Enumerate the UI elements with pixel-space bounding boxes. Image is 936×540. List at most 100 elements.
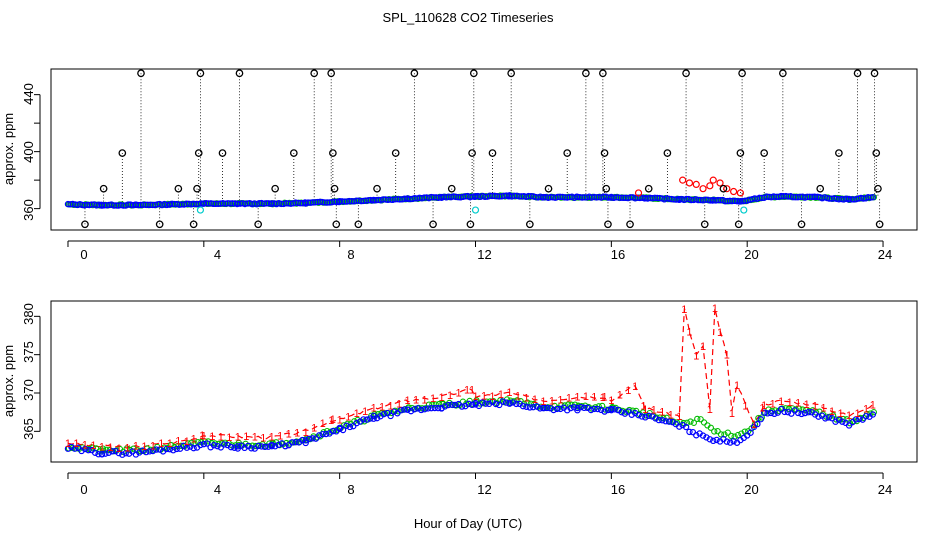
top-red-point bbox=[723, 185, 731, 193]
bottom-blue-point bbox=[302, 437, 309, 444]
bottom-blue-point bbox=[638, 413, 646, 420]
top-x-tick-8: 8 bbox=[347, 247, 354, 262]
bottom-blue-point bbox=[220, 441, 228, 448]
top-spike-point bbox=[410, 69, 419, 78]
top-spike-point bbox=[853, 69, 862, 78]
bottom-blue-point bbox=[594, 405, 601, 413]
bottom-red-marker: 1 bbox=[396, 398, 402, 410]
bottom-blue-point bbox=[363, 416, 371, 423]
bottom-blue-point bbox=[815, 413, 822, 420]
top-spike-point bbox=[330, 184, 339, 193]
bottom-green-point bbox=[188, 439, 195, 446]
bottom-blue-point bbox=[71, 445, 78, 452]
bottom-blue-point bbox=[543, 404, 551, 412]
bottom-blue-point bbox=[635, 411, 642, 419]
bottom-red-marker: 1 bbox=[591, 391, 597, 403]
bottom-blue-point bbox=[142, 448, 150, 456]
top-x-axis: 0 4 8 12 16 20 24 bbox=[67, 240, 892, 262]
top-spike-point bbox=[779, 69, 787, 78]
top-spike-point bbox=[875, 220, 884, 229]
top-spike-point bbox=[600, 149, 609, 157]
bottom-red-marker: 1 bbox=[795, 397, 801, 409]
bottom-x-tick-24: 24 bbox=[878, 482, 892, 497]
bottom-blue-point bbox=[139, 447, 146, 454]
bottom-green-point bbox=[480, 400, 487, 407]
bottom-red-marker: 1 bbox=[107, 442, 113, 454]
bottom-red-marker: 1 bbox=[226, 432, 232, 444]
top-spike-point bbox=[469, 69, 478, 78]
bottom-blue-point bbox=[254, 442, 262, 450]
top-spike-point bbox=[738, 69, 746, 78]
bottom-blue-point bbox=[166, 445, 174, 453]
bottom-red-marker: 1 bbox=[447, 390, 453, 402]
top-spike-point bbox=[734, 220, 743, 229]
top-spike-point bbox=[81, 220, 89, 229]
bottom-blue-point bbox=[509, 399, 517, 406]
top-red-point bbox=[736, 189, 745, 197]
bottom-red-marker: 1 bbox=[328, 415, 334, 427]
bottom-blue-point bbox=[149, 447, 157, 455]
top-red-point bbox=[709, 176, 717, 184]
bottom-blue-point bbox=[757, 415, 764, 423]
top-red-point bbox=[679, 176, 687, 184]
top-y-tick-440: 440 bbox=[21, 83, 36, 105]
bottom-blue-point bbox=[774, 409, 781, 416]
bottom-red-marker: 1 bbox=[209, 431, 215, 443]
bottom-blue-point bbox=[771, 410, 778, 418]
bottom-red-marker: 1 bbox=[90, 440, 96, 452]
bottom-red-marker: 1 bbox=[583, 391, 589, 403]
bottom-blue-point bbox=[81, 445, 89, 453]
top-spike-point bbox=[682, 69, 690, 78]
bottom-blue-point bbox=[275, 441, 282, 449]
top-spike-point bbox=[835, 149, 843, 157]
top-spike-point bbox=[626, 220, 634, 229]
top-spike-point bbox=[329, 149, 337, 157]
bottom-blue-point bbox=[519, 402, 527, 410]
bottom-blue-point bbox=[784, 408, 792, 416]
bottom-blue-point bbox=[767, 409, 775, 417]
top-y-axis: 360 400 440 bbox=[21, 83, 41, 221]
bottom-red-marker: 1 bbox=[438, 392, 444, 404]
bottom-green-point bbox=[707, 424, 714, 431]
top-y-tick-400: 400 bbox=[21, 141, 36, 163]
bottom-red-marker: 1 bbox=[133, 441, 139, 453]
bottom-blue-point bbox=[445, 401, 452, 409]
bottom-blue-point bbox=[451, 401, 459, 409]
top-x-tick-12: 12 bbox=[477, 247, 491, 262]
top-spike-point bbox=[700, 220, 709, 229]
bottom-blue-point bbox=[210, 442, 218, 449]
top-spike-point bbox=[354, 220, 363, 229]
bottom-blue-point bbox=[200, 440, 208, 448]
bottom-blue-point bbox=[312, 435, 320, 442]
bottom-red-marker: 1 bbox=[759, 402, 765, 414]
bottom-x-tick-16: 16 bbox=[611, 482, 625, 497]
bottom-blue-point bbox=[204, 440, 211, 447]
bottom-blue-point bbox=[231, 444, 238, 451]
bottom-blue-point bbox=[265, 443, 272, 450]
bottom-red-marker: 1 bbox=[199, 430, 205, 442]
bottom-blue-point bbox=[292, 438, 299, 446]
bottom-blue-point bbox=[580, 404, 588, 412]
bottom-blue-point bbox=[526, 404, 534, 411]
bottom-red-marker: 1 bbox=[734, 380, 740, 392]
bottom-blue-point bbox=[754, 420, 761, 428]
bottom-blue-point bbox=[496, 401, 503, 409]
top-spike-point bbox=[563, 149, 572, 157]
bottom-red-marker: 1 bbox=[277, 431, 283, 443]
bottom-blue-point bbox=[540, 404, 547, 412]
bottom-red-marker: 1 bbox=[469, 385, 475, 397]
bottom-blue-point bbox=[305, 435, 313, 443]
top-spike-point bbox=[466, 220, 475, 229]
bottom-blue-point bbox=[839, 418, 846, 425]
bottom-blue-point bbox=[241, 444, 248, 452]
bottom-blue-point bbox=[550, 406, 557, 414]
top-spike-point bbox=[271, 184, 279, 193]
bottom-blue-point bbox=[659, 417, 666, 424]
bottom-blue-point bbox=[611, 406, 618, 413]
bottom-blue-point bbox=[173, 445, 180, 453]
top-spike-point bbox=[137, 69, 145, 78]
top-x-tick-16: 16 bbox=[611, 247, 625, 262]
bottom-blue-point bbox=[458, 403, 466, 410]
top-x-tick-24: 24 bbox=[878, 247, 892, 262]
bottom-blue-point bbox=[397, 407, 404, 414]
